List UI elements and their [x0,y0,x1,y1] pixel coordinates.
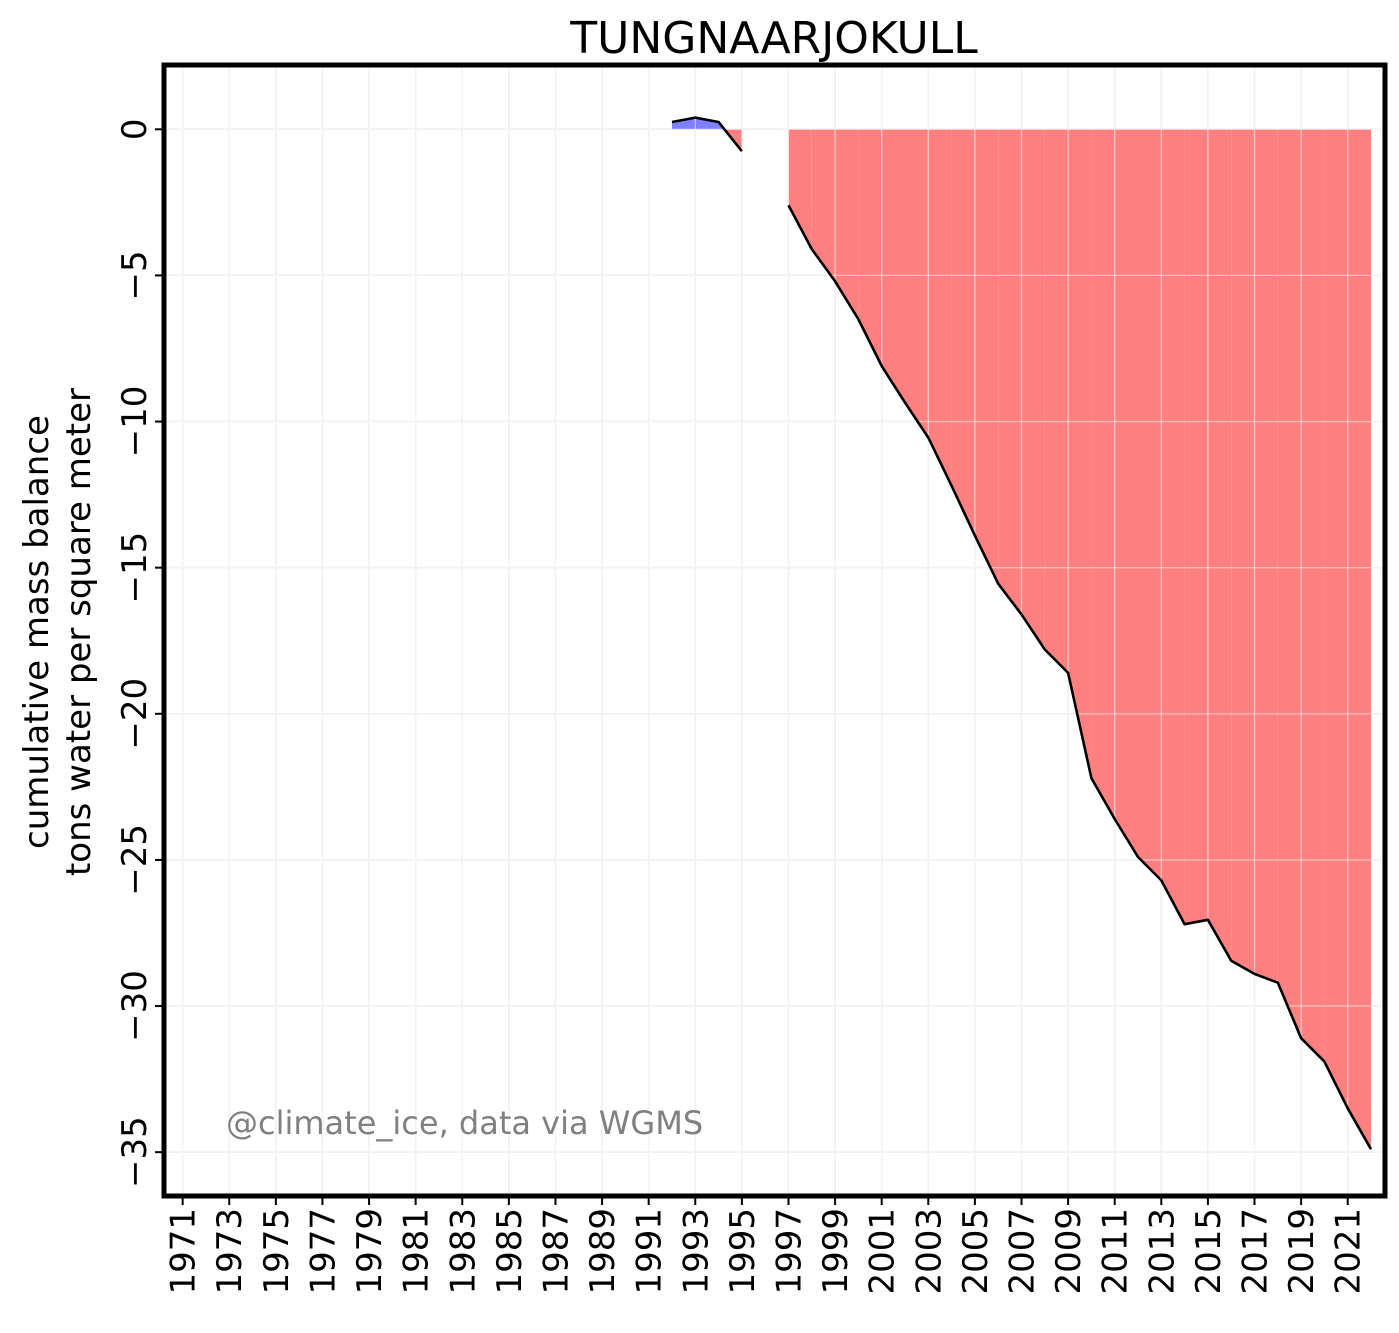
x-tick-label: 2011 [1096,1208,1136,1295]
x-tick-label: 1999 [816,1208,856,1295]
x-tick-label: 2015 [1189,1208,1229,1295]
y-tick-label: −15 [115,532,155,604]
negative-fill [1138,129,1162,881]
negative-fill [1161,129,1185,925]
watermark: @climate_ice, data via WGMS [226,1104,703,1142]
x-tick-label: 1993 [676,1208,716,1295]
negative-fill [928,129,952,486]
x-tick-label: 1985 [490,1208,530,1295]
y-tick-label: −35 [115,1116,155,1188]
x-axis-ticks: 1971 1973 1975 1977 1979 1981 1983 1985 1987 1989… [164,1196,1369,1295]
x-tick-label: 2019 [1282,1208,1322,1295]
x-tick-label: 1975 [257,1208,297,1295]
negative-fill [835,129,859,320]
y-tick-label: −25 [115,824,155,896]
negative-fill [1068,129,1092,779]
negative-fill [974,129,999,584]
negative-fill [998,129,1022,615]
x-tick-label: 1981 [397,1208,437,1295]
chart-title: TUNGNAARJOKULL [569,13,978,64]
negative-fill [788,129,812,250]
negative-fill [1044,129,1069,673]
negative-fill [1114,129,1139,857]
negative-fill [1091,129,1115,820]
y-tick-label: −5 [115,250,155,300]
negative-fill [1254,129,1278,983]
x-tick-label: 1997 [769,1208,809,1295]
x-tick-label: 2007 [1002,1208,1042,1295]
grid-over-fill [164,65,1385,1196]
x-tick-label: 1989 [583,1208,623,1295]
x-tick-label: 1977 [303,1208,343,1295]
x-tick-label: 1995 [723,1208,763,1295]
x-tick-label: 2005 [956,1208,996,1295]
cumulative-balance-line [787,204,1373,1150]
x-tick-label: 2009 [1049,1208,1089,1295]
negative-fill [811,129,836,282]
negative-fill [858,129,882,367]
negative-fill [1277,129,1302,1039]
x-tick-label: 1987 [536,1208,576,1295]
negative-fill [1021,129,1045,650]
y-tick-label: −30 [115,970,155,1042]
y-axis-ticks: 0 −5 −10 −15 −20 −25 −30 −35 [115,118,164,1188]
negative-fill [904,129,929,438]
x-tick-label: 2001 [863,1208,903,1295]
negative-fill [1324,129,1348,1109]
negative-fill [1184,129,1208,925]
series-lines [671,116,1373,1150]
positive-fill [695,117,719,130]
y-tick-label: −10 [115,386,155,458]
fill-areas [671,117,1372,1150]
positive-fill [671,117,696,130]
plot-frame [161,62,1388,1199]
negative-fill [1301,129,1325,1062]
x-tick-label: 1971 [164,1208,204,1295]
negative-fill [1207,129,1232,961]
cumulative-balance-line [671,116,743,153]
negative-fill [881,129,905,403]
y-tick-label: 0 [115,118,155,140]
negative-fill [951,129,975,536]
x-tick-label: 1979 [350,1208,390,1295]
x-tick-label: 2021 [1329,1208,1369,1295]
negative-fill [1347,129,1372,1150]
y-tick-label: −20 [115,678,155,750]
negative-fill [1231,129,1255,974]
x-tick-label: 2017 [1236,1208,1276,1295]
x-tick-label: 1983 [443,1208,483,1295]
x-tick-label: 2013 [1142,1208,1182,1295]
x-tick-label: 1973 [210,1208,250,1295]
y-axis-label-line1: cumulative mass balance [17,415,57,849]
x-tick-label: 2003 [909,1208,949,1295]
x-tick-label: 1991 [630,1208,670,1295]
y-axis-label-line2: tons water per square meter [59,388,99,876]
